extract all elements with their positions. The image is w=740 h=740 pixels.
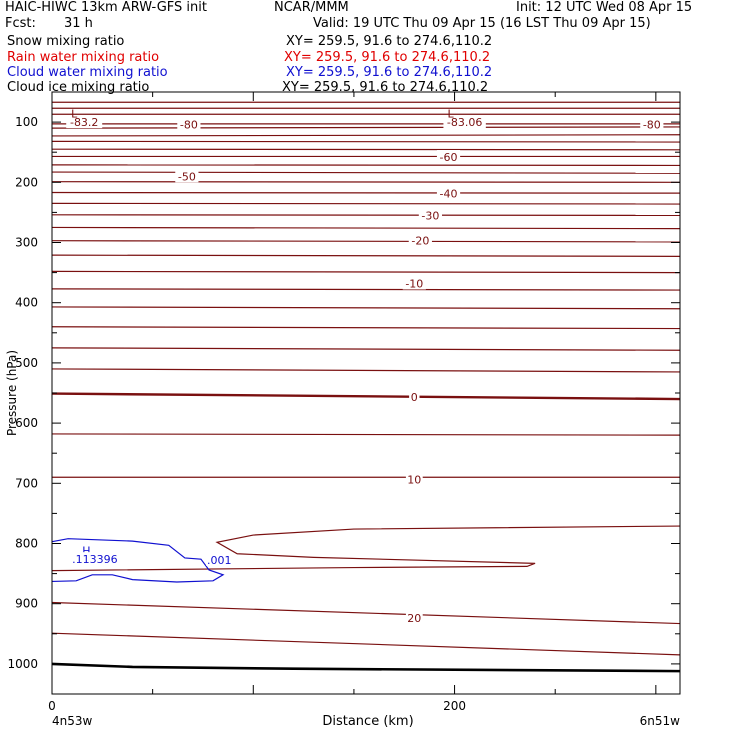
- isotherm-21: [51, 326, 681, 330]
- y-tick-label-400: 400: [15, 296, 38, 310]
- field-xy-snow: XY= 259.5, 91.6 to 274.6,110.2: [286, 34, 493, 49]
- cloud-label-bg-0: [81, 543, 90, 557]
- y-tick-label-500: 500: [15, 356, 38, 370]
- isotherm-27: [51, 601, 681, 625]
- forecast-hour: 31 h: [64, 16, 93, 31]
- contour-label-bg-12: [405, 611, 423, 625]
- cloud-label-0: H: [82, 545, 90, 558]
- isotherm-24: [51, 392, 681, 401]
- contour-label-7: -30: [421, 209, 439, 222]
- forecast-label: Fcst:: [5, 16, 36, 31]
- contour-label-6: -40: [440, 188, 458, 201]
- isotherm-6: [51, 140, 681, 143]
- isotherm-20: [51, 306, 681, 310]
- isotherm-10: [51, 171, 681, 174]
- field-xy-cloud-water: XY= 259.5, 91.6 to 274.6,110.2: [286, 65, 493, 80]
- contour-label-bg-11: [405, 472, 423, 486]
- x-tick-label-0: 0: [48, 699, 56, 713]
- isotherm-22: [51, 347, 681, 351]
- isotherm-5: [51, 134, 681, 137]
- contour-label-bg-2: [177, 117, 201, 131]
- isotherm-9: [51, 164, 681, 167]
- contour-labels: -83.2 -83.06 -80 -80 -60 -50 -40-30 -20 -10 0 10 20…: [66, 108, 664, 625]
- isotherm-16: [51, 240, 681, 243]
- contour-label-bg-5: [175, 169, 199, 183]
- contour-label-4: -60: [440, 151, 458, 164]
- field-name-cloud-water: Cloud water mixing ratio: [7, 65, 168, 80]
- valid-time: Valid: 19 UTC Thu 09 Apr 15 (16 LST Thu …: [313, 16, 651, 31]
- cloud-label-bg-1: [71, 552, 117, 566]
- contour-label-bg-3: [640, 117, 664, 131]
- low-marker-0: L: [71, 108, 78, 121]
- isotherm-11: [51, 181, 681, 183]
- isotherm-17: [51, 254, 681, 257]
- y-tick-label-200: 200: [15, 175, 38, 189]
- field-name-cloud-ice: Cloud ice mixing ratio: [7, 80, 150, 95]
- isotherm-28: [51, 632, 681, 656]
- y-tick-label-600: 600: [15, 416, 38, 430]
- y-tick-label-700: 700: [15, 476, 38, 490]
- cloud-water-contour: [51, 538, 225, 583]
- contour-label-1: -83.06: [447, 116, 482, 129]
- cloud-water-contours: [51, 538, 225, 583]
- isotherm-25: [51, 433, 681, 436]
- isotherm-7: [51, 148, 681, 151]
- field-xy-rain: XY= 259.5, 91.6 to 274.6,110.2: [284, 50, 491, 65]
- isotherm-14: [51, 214, 681, 217]
- cloud-label-bg-2: [205, 552, 233, 566]
- init-time: Init: 12 UTC Wed 08 Apr 15: [516, 0, 693, 15]
- isotherm-4: [51, 126, 681, 129]
- contour-label-11: 10: [407, 474, 421, 487]
- contour-label-bg-9: [402, 276, 426, 290]
- contour-label-12: 20: [407, 612, 421, 625]
- isotherm-12: [51, 191, 681, 194]
- contour-label-bg-1: [443, 115, 486, 129]
- y-axis-label: Pressure (hPa): [5, 350, 19, 436]
- contour-label-5: -50: [178, 170, 196, 183]
- contour-label-bg-10: [409, 390, 420, 404]
- isotherm-fold: [51, 525, 681, 572]
- contour-label-bg-8: [408, 233, 432, 247]
- field-xy-cloud-ice: XY= 259.5, 91.6 to 274.6,110.2: [282, 80, 489, 95]
- surface-pressure-line: [51, 662, 681, 673]
- contour-label-2: -80: [180, 119, 198, 132]
- isotherm-15: [51, 226, 681, 230]
- field-name-snow: Snow mixing ratio: [7, 34, 125, 49]
- contour-label-3: -80: [643, 119, 661, 132]
- org-label: NCAR/MMM: [274, 0, 349, 15]
- right-endpoint-label: 6n51w: [640, 714, 681, 728]
- left-endpoint-label: 4n53w: [52, 714, 93, 728]
- x-tick-label-200: 200: [443, 699, 466, 713]
- contour-label-9: -10: [405, 277, 423, 290]
- low-marker-1: L: [447, 108, 454, 121]
- y-tick-label-900: 900: [15, 597, 38, 611]
- isotherm-13: [51, 202, 681, 205]
- y-tick-label-100: 100: [15, 115, 38, 129]
- y-tick-label-1000: 1000: [7, 657, 38, 671]
- surface-pressure: [51, 662, 681, 673]
- isotherm-23: [51, 368, 681, 373]
- y-tick-label-800: 800: [15, 537, 38, 551]
- contour-label-10: 0: [411, 391, 418, 404]
- contour-label-0: -83.2: [70, 116, 98, 129]
- isotherm-19: [51, 288, 681, 291]
- contour-label-bg-0: [66, 115, 103, 129]
- model-title: HAIC-HIWC 13km ARW-GFS init: [5, 0, 207, 15]
- y-tick-label-300: 300: [15, 236, 38, 250]
- cloud-label-2: .001: [207, 554, 232, 567]
- x-axis-label: Distance (km): [322, 714, 413, 729]
- isotherm-18: [51, 270, 681, 274]
- temperature-contours: [51, 101, 681, 656]
- contour-label-bg-4: [436, 150, 461, 164]
- contour-label-8: -20: [411, 235, 429, 248]
- field-name-rain: Rain water mixing ratio: [7, 50, 160, 65]
- cloud-label-1: .113396: [72, 553, 118, 566]
- contour-label-bg-7: [418, 208, 443, 222]
- contour-label-bg-6: [436, 186, 461, 200]
